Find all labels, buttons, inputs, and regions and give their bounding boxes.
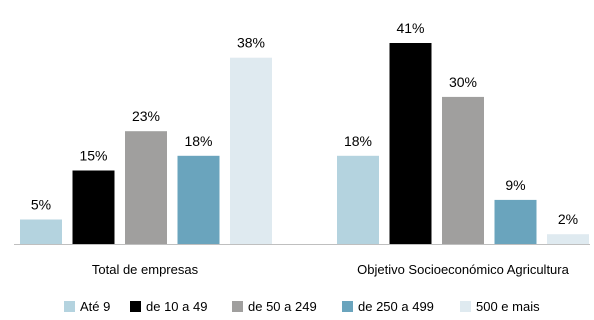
data-label-500-e-mais-total: 38% (237, 35, 265, 51)
legend-label-de-250-a-499: de 250 a 499 (358, 299, 434, 314)
legend-swatch-de-250-a-499 (342, 301, 353, 312)
category-label-agricultura: Objetivo Socioeconómico Agricultura (357, 262, 569, 277)
data-label-de-10-a-49-total: 15% (79, 148, 107, 164)
data-label-ate-9-agricultura: 18% (344, 133, 372, 149)
legend-item-500-e-mais: 500 e mais (460, 299, 540, 314)
legend-item-de-250-a-499: de 250 a 499 (342, 299, 434, 314)
legend-swatch-ate-9 (64, 301, 75, 312)
category-label-total: Total de empresas (92, 262, 199, 277)
legend-label-de-10-a-49: de 10 a 49 (146, 299, 207, 314)
legend-item-ate-9: Até 9 (64, 299, 110, 314)
legend-label-de-50-a-249: de 50 a 249 (248, 299, 317, 314)
legend-item-de-10-a-49: de 10 a 49 (130, 299, 207, 314)
bars-group (20, 43, 589, 245)
legend-swatch-de-50-a-249 (232, 301, 243, 312)
legend-label-ate-9: Até 9 (80, 299, 110, 314)
legend-item-de-50-a-249: de 50 a 249 (232, 299, 317, 314)
data-label-ate-9-total: 5% (31, 197, 51, 213)
legend-label-500-e-mais: 500 e mais (476, 299, 540, 314)
data-label-de-250-a-499-total: 18% (184, 133, 212, 149)
value-labels-group: 5% 15% 23% 18% 38% 18% 41% 30% 9% 2% (31, 20, 578, 227)
legend-swatch-500-e-mais (460, 301, 471, 312)
bar-de-250-a-499-total (177, 155, 220, 244)
data-label-500-e-mais-agricultura: 2% (558, 211, 578, 227)
data-label-de-50-a-249-total: 23% (132, 108, 160, 124)
bar-500-e-mais-total (230, 57, 272, 245)
legend-swatch-de-10-a-49 (130, 301, 141, 312)
bar-de-50-a-249-total (125, 131, 167, 244)
bar-de-250-a-499-agricultura (494, 199, 537, 244)
bar-de-10-a-49-agricultura (389, 43, 432, 244)
bar-de-10-a-49-total (72, 170, 115, 244)
bar-ate-9-total (20, 219, 62, 244)
bar-de-50-a-249-agricultura (442, 96, 484, 245)
data-label-de-50-a-249-agricultura: 30% (449, 74, 477, 90)
data-label-de-10-a-49-agricultura: 41% (396, 20, 424, 36)
data-label-de-250-a-499-agricultura: 9% (505, 177, 525, 193)
category-labels-group: Total de empresas Objetivo Socioeconómico… (92, 262, 570, 277)
bar-ate-9-agricultura (337, 155, 379, 244)
legend: Até 9 de 10 a 49 de 50 a 249 de 250 a 499 50… (64, 299, 540, 314)
bar-500-e-mais-agricultura (547, 234, 589, 244)
